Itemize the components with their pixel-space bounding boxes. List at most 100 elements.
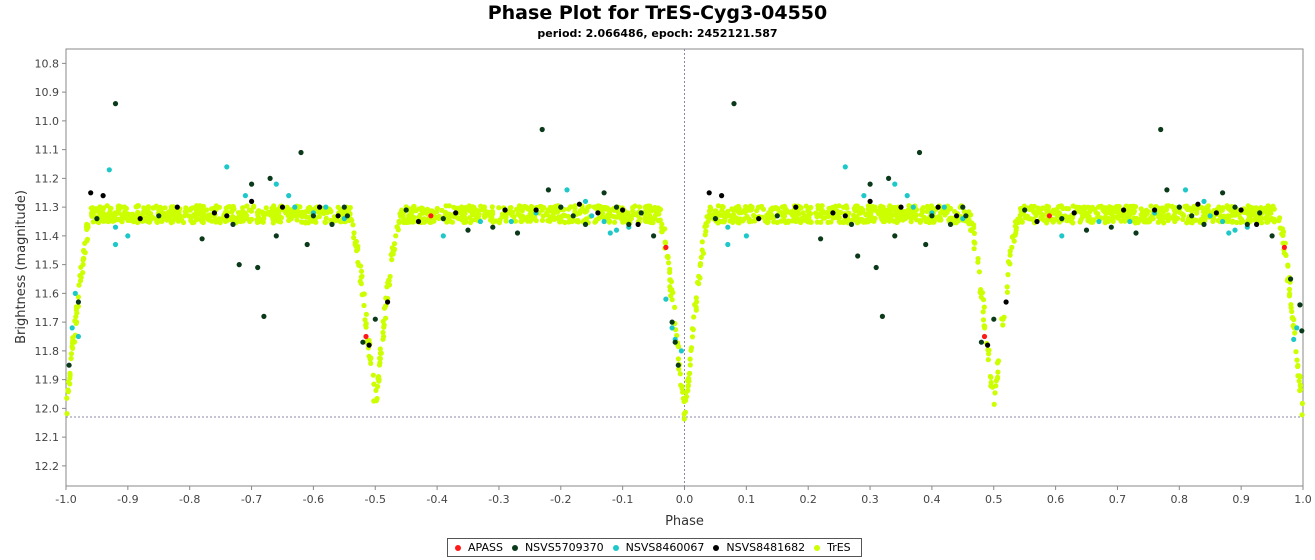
data-point: [793, 204, 799, 210]
data-point: [363, 333, 369, 340]
data-point: [687, 356, 693, 362]
data-point: [1297, 302, 1303, 308]
data-point: [135, 209, 141, 215]
data-point: [389, 257, 395, 263]
data-point: [249, 181, 255, 187]
data-point: [377, 346, 383, 352]
data-point: [867, 198, 873, 204]
data-point: [582, 217, 588, 223]
data-point: [1013, 219, 1019, 225]
data-point: [1127, 218, 1133, 225]
data-point: [1043, 217, 1049, 223]
data-point: [262, 212, 268, 218]
data-point: [722, 210, 728, 216]
phase-plot[interactable]: 10.8 10.9 11.0 11.1 11.2 11.3 11.4 11.5 11.6 11.7…: [0, 0, 1315, 538]
data-point: [90, 219, 96, 225]
data-point: [68, 355, 74, 362]
data-point: [469, 204, 476, 210]
data-point: [678, 348, 685, 354]
data-point: [789, 218, 795, 224]
series-nsvs8481682: [88, 190, 1260, 348]
data-point: [406, 217, 412, 223]
data-point: [1164, 187, 1170, 193]
data-point: [865, 203, 872, 209]
data-point: [88, 205, 94, 211]
data-point: [613, 227, 620, 233]
data-point: [242, 193, 248, 199]
data-point: [688, 345, 695, 351]
data-point: [1283, 252, 1289, 258]
data-point: [1269, 205, 1276, 212]
data-point: [1156, 208, 1162, 214]
data-point: [589, 213, 595, 219]
data-point: [994, 375, 1001, 381]
data-point: [659, 229, 665, 235]
data-point: [1145, 219, 1151, 225]
data-point: [1229, 219, 1235, 225]
data-point: [923, 241, 929, 248]
data-point: [1268, 210, 1274, 216]
data-point: [703, 228, 709, 234]
data-point: [224, 213, 230, 219]
x-tick-label: -1.0: [55, 493, 76, 506]
data-point: [360, 339, 366, 345]
data-point: [719, 203, 725, 210]
data-point: [502, 207, 508, 213]
data-point: [906, 213, 912, 219]
data-point: [1294, 325, 1300, 331]
data-point: [490, 224, 496, 230]
data-point: [1139, 214, 1145, 220]
data-point: [919, 209, 926, 215]
data-point: [553, 215, 559, 221]
data-point: [261, 313, 267, 319]
data-point: [775, 205, 781, 212]
legend-marker: [612, 544, 619, 551]
data-point: [481, 206, 487, 212]
data-point: [743, 233, 750, 239]
data-point: [1172, 208, 1178, 214]
data-point: [485, 209, 491, 215]
x-tick-label: -0.6: [303, 493, 324, 506]
data-point: [388, 252, 394, 258]
data-point: [774, 213, 780, 219]
data-point: [1116, 208, 1122, 215]
series-tres: [64, 203, 1305, 422]
data-point: [731, 101, 737, 107]
data-point: [293, 209, 299, 215]
data-point: [971, 239, 977, 245]
data-point: [1244, 221, 1250, 227]
data-point: [981, 333, 988, 340]
data-point: [225, 204, 231, 210]
data-point: [1292, 330, 1298, 336]
data-point: [1034, 218, 1040, 225]
data-point: [963, 213, 969, 219]
data-point: [993, 383, 999, 389]
data-point: [199, 236, 205, 242]
data-point: [100, 193, 106, 199]
data-point: [992, 390, 998, 396]
data-point: [204, 207, 210, 213]
data-point: [712, 216, 719, 222]
data-point: [567, 204, 574, 210]
data-point: [1288, 302, 1294, 308]
data-point: [793, 215, 800, 221]
data-point: [807, 219, 813, 225]
data-point: [1000, 322, 1006, 328]
data-point: [75, 294, 81, 300]
data-point: [539, 126, 545, 133]
data-point: [626, 221, 632, 227]
data-point: [288, 216, 294, 222]
data-point: [995, 369, 1001, 375]
data-point: [255, 264, 261, 271]
data-point: [146, 213, 152, 219]
data-point: [1012, 223, 1018, 229]
data-point: [935, 204, 941, 210]
data-point: [244, 203, 250, 209]
data-point: [403, 207, 409, 213]
data-point: [663, 296, 669, 302]
data-point: [194, 212, 200, 218]
data-point: [681, 411, 687, 417]
data-point: [855, 253, 861, 259]
data-point: [545, 187, 552, 193]
data-point: [459, 204, 465, 210]
